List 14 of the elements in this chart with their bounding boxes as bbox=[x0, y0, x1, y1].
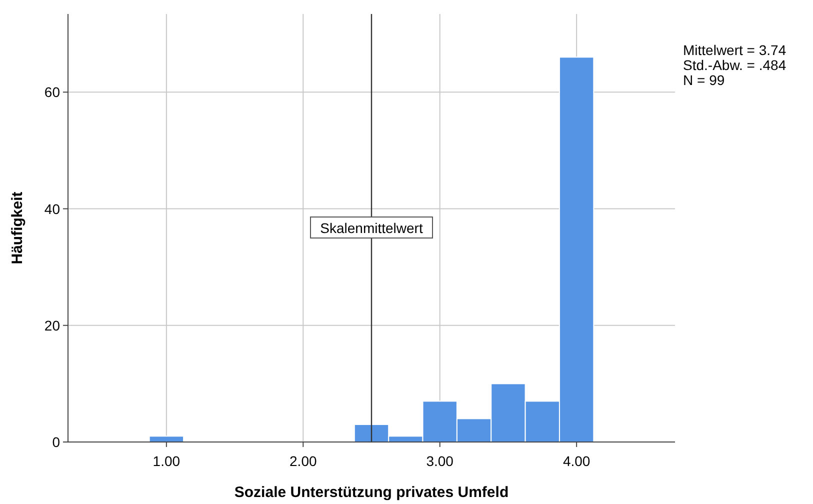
y-axis-title: Häufigkeit bbox=[9, 192, 26, 264]
y-tick-label: 60 bbox=[44, 84, 60, 100]
x-axis-title: Soziale Unterstützung privates Umfeld bbox=[234, 484, 509, 501]
text: Std.-Abw. = .484 bbox=[683, 57, 786, 73]
y-tick-label: 0 bbox=[52, 434, 60, 450]
x-tick-label: 4.00 bbox=[562, 453, 590, 469]
x-tick-label: 3.00 bbox=[426, 453, 454, 469]
x-tick-label: 2.00 bbox=[290, 453, 317, 469]
ref-line-label: Skalenmittelwert bbox=[320, 220, 423, 236]
x-tick-label: 1.00 bbox=[152, 453, 180, 469]
y-tick-label: 40 bbox=[44, 200, 60, 217]
text: Mittelwert = 3.74 bbox=[683, 42, 786, 58]
y-tick-label: 20 bbox=[44, 317, 60, 334]
text: N = 99 bbox=[683, 72, 725, 88]
